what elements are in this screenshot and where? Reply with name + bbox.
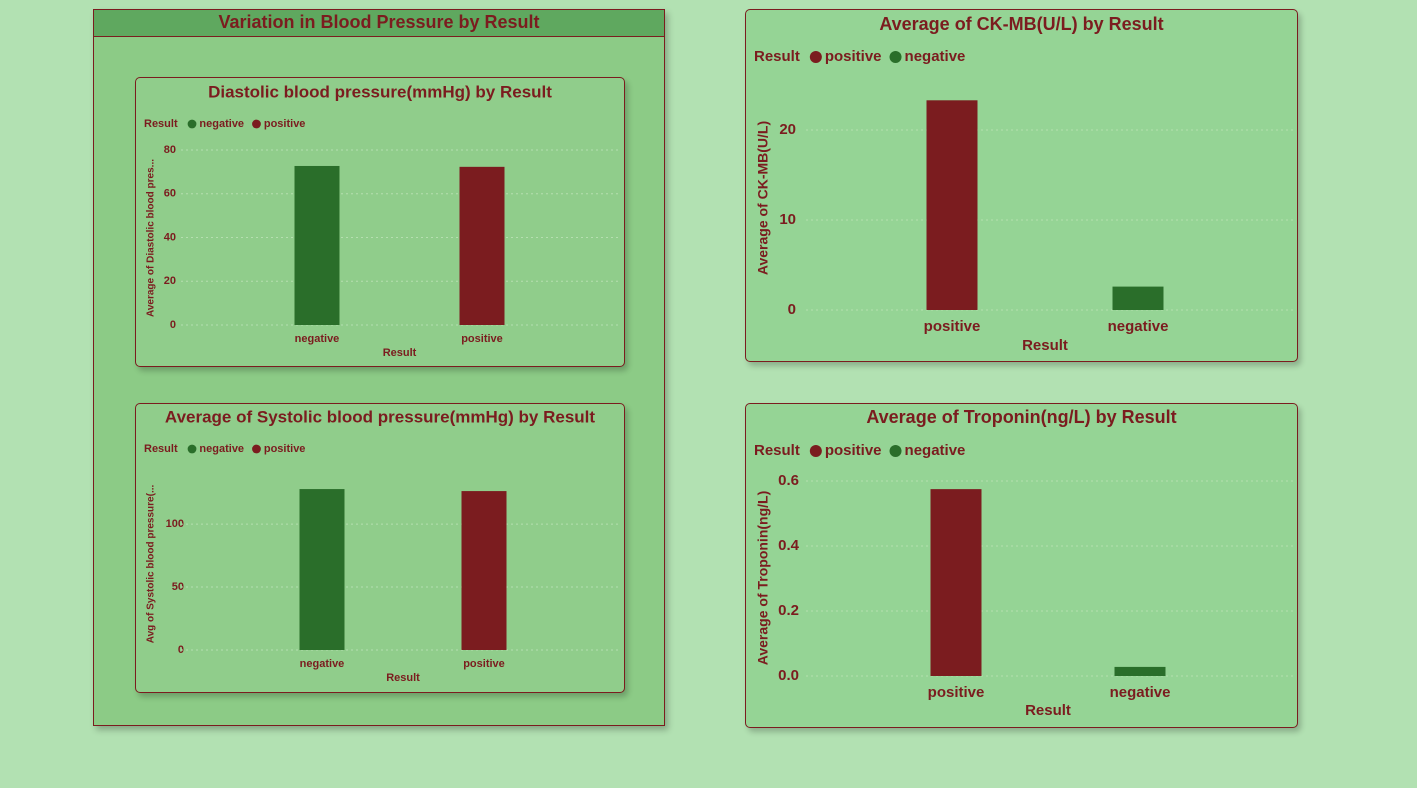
chart-card: Average of CK-MB(U/L) by Result Result pos… <box>745 9 1298 362</box>
legend-title: Result <box>144 443 178 455</box>
x-tick-label: negative <box>300 658 345 670</box>
legend-marker <box>252 444 261 454</box>
y-tick-label: 50 <box>172 581 184 593</box>
legend-marker <box>889 51 902 63</box>
bar <box>926 100 978 310</box>
legend-label: positive <box>825 442 882 459</box>
bar <box>299 489 345 650</box>
chart: Average of Systolic blood pressure(mmHg)… <box>144 407 618 684</box>
legend-label: positive <box>264 118 306 130</box>
y-tick-label: 100 <box>166 518 184 530</box>
y-tick-label: 0.2 <box>778 602 799 619</box>
x-tick-label: positive <box>928 684 985 701</box>
y-axis-title: Average of CK-MB(U/L) <box>755 121 771 275</box>
chart-card: Diastolic blood pressure(mmHg) by Result… <box>135 77 625 367</box>
chart-title: Diastolic blood pressure(mmHg) by Result <box>208 82 552 101</box>
y-tick-label: 0 <box>178 644 184 656</box>
x-tick-label: negative <box>1110 684 1171 701</box>
y-tick-label: 0 <box>170 319 176 331</box>
group-title: Variation in Blood Pressure by Result <box>94 10 664 37</box>
y-axis-title: Average of Troponin(ng/L) <box>755 491 771 665</box>
y-tick-label: 80 <box>164 144 176 156</box>
chart-title: Average of Troponin(ng/L) by Result <box>866 407 1176 427</box>
bar <box>1114 666 1166 676</box>
chart: Diastolic blood pressure(mmHg) by Result… <box>144 82 618 359</box>
chart: Average of CK-MB(U/L) by Result Result pos… <box>754 14 1294 354</box>
y-tick-label: 0.4 <box>778 537 800 554</box>
bar <box>930 489 982 676</box>
legend-label: negative <box>199 118 244 130</box>
bar <box>294 165 340 325</box>
y-tick-label: 40 <box>164 231 176 243</box>
x-tick-label: positive <box>924 318 981 335</box>
chart-card: Average of Systolic blood pressure(mmHg)… <box>135 403 625 693</box>
legend-marker <box>187 444 197 454</box>
legend-title: Result <box>754 442 800 459</box>
x-tick-label: positive <box>461 333 503 345</box>
legend-marker <box>252 119 261 129</box>
y-tick-label: 0.6 <box>778 472 799 489</box>
y-tick-label: 20 <box>779 121 796 138</box>
chart-title: Average of Systolic blood pressure(mmHg)… <box>165 407 595 426</box>
chart-card: Average of Troponin(ng/L) by Result Resul… <box>745 403 1298 728</box>
x-tick-label: positive <box>463 658 505 670</box>
legend-title: Result <box>144 118 178 130</box>
y-tick-label: 0.0 <box>778 667 799 684</box>
legend-title: Result <box>754 48 800 65</box>
bar <box>459 166 505 325</box>
y-axis-title: Avg of Systolic blood pressure(... <box>146 485 157 644</box>
x-axis-title: Result <box>1022 337 1068 354</box>
y-tick-label: 60 <box>164 188 176 200</box>
x-axis-title: Result <box>1025 702 1071 719</box>
y-tick-label: 10 <box>779 211 796 228</box>
legend-marker <box>889 445 902 457</box>
x-tick-label: negative <box>1108 318 1169 335</box>
legend-label: positive <box>825 48 882 65</box>
legend-label: positive <box>264 443 306 455</box>
bar <box>1112 286 1164 310</box>
x-axis-title: Result <box>383 347 417 359</box>
legend-label: negative <box>905 442 966 459</box>
legend-label: negative <box>905 48 966 65</box>
legend-label: negative <box>199 443 244 455</box>
legend-marker <box>187 119 197 129</box>
legend-marker <box>809 51 822 63</box>
x-tick-label: negative <box>295 333 340 345</box>
y-axis-title: Average of Diastolic blood pres... <box>146 159 157 317</box>
y-tick-label: 20 <box>164 275 176 287</box>
legend-marker <box>809 445 822 457</box>
x-axis-title: Result <box>386 672 420 684</box>
bar <box>461 491 507 650</box>
y-tick-label: 0 <box>788 301 796 318</box>
chart-title: Average of CK-MB(U/L) by Result <box>879 14 1163 34</box>
chart: Average of Troponin(ng/L) by Result Resul… <box>754 407 1294 719</box>
